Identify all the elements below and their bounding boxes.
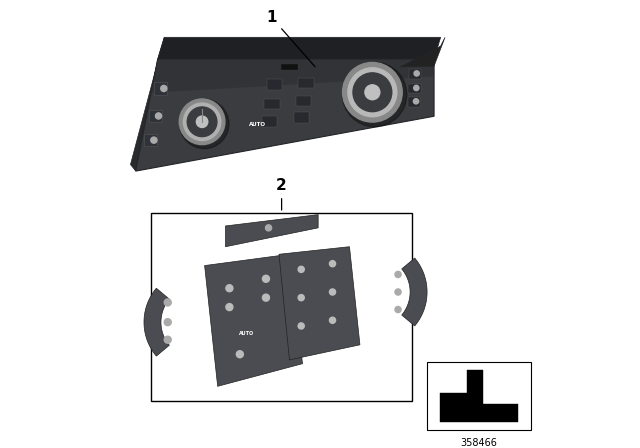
Circle shape [330, 261, 335, 267]
Circle shape [179, 99, 225, 145]
Circle shape [161, 86, 167, 91]
Circle shape [151, 137, 157, 143]
Polygon shape [136, 59, 434, 171]
Bar [281, 65, 298, 69]
Bar [264, 99, 280, 109]
Polygon shape [151, 59, 434, 93]
Bar [408, 97, 420, 107]
Circle shape [348, 68, 397, 117]
Polygon shape [205, 254, 303, 386]
Bar [408, 84, 420, 93]
Circle shape [188, 107, 217, 137]
Circle shape [298, 295, 304, 301]
Bar [154, 82, 167, 95]
Bar [298, 78, 314, 88]
Circle shape [184, 103, 221, 141]
Bar [296, 96, 311, 106]
Circle shape [262, 275, 269, 282]
Circle shape [262, 294, 269, 301]
Circle shape [226, 285, 233, 292]
Polygon shape [131, 37, 164, 171]
Circle shape [395, 271, 401, 277]
Text: 358466: 358466 [461, 438, 497, 448]
Circle shape [413, 99, 419, 104]
Circle shape [236, 351, 243, 358]
Polygon shape [402, 258, 427, 326]
Polygon shape [157, 37, 440, 59]
Bar [262, 116, 277, 127]
Circle shape [266, 225, 271, 231]
Polygon shape [279, 247, 360, 360]
Polygon shape [225, 215, 318, 247]
Circle shape [164, 336, 172, 343]
Text: AUTO: AUTO [239, 331, 254, 336]
Circle shape [226, 304, 233, 310]
Circle shape [164, 299, 172, 306]
Circle shape [414, 71, 419, 76]
Text: 2: 2 [276, 178, 287, 210]
Polygon shape [144, 288, 170, 356]
Circle shape [164, 319, 172, 326]
Circle shape [298, 323, 304, 329]
Circle shape [342, 62, 402, 122]
Circle shape [413, 85, 419, 90]
Bar [149, 110, 162, 122]
Circle shape [353, 73, 392, 112]
Circle shape [180, 99, 229, 149]
Text: AUTO: AUTO [249, 122, 266, 127]
Circle shape [196, 116, 208, 128]
Circle shape [342, 62, 407, 127]
Circle shape [298, 266, 304, 272]
Bar [267, 79, 282, 90]
Bar [294, 112, 309, 123]
Bar [409, 69, 421, 79]
Circle shape [395, 289, 401, 295]
Bar [428, 362, 531, 430]
Circle shape [365, 85, 380, 100]
Circle shape [156, 113, 162, 119]
Bar [151, 213, 412, 401]
Text: 1: 1 [266, 10, 315, 67]
Circle shape [330, 317, 335, 323]
Bar [144, 134, 157, 146]
Polygon shape [401, 37, 445, 67]
Circle shape [395, 306, 401, 313]
Polygon shape [440, 370, 518, 422]
Circle shape [330, 289, 335, 295]
